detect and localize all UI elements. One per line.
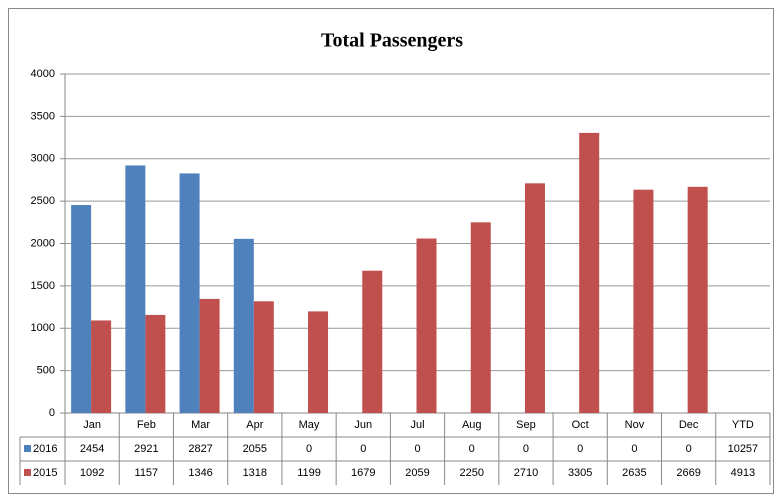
x-tick-label: Sep [516, 419, 536, 431]
x-tick-label: Feb [137, 419, 156, 431]
table-cell: 4913 [731, 467, 755, 479]
bar [524, 183, 545, 413]
table-cell: 1679 [351, 467, 375, 479]
table-cell: 0 [577, 443, 583, 455]
chart-border [8, 8, 774, 494]
x-tick-label: Jan [83, 419, 101, 431]
bar [470, 222, 491, 413]
table-cell: 0 [360, 443, 366, 455]
legend-swatch [24, 469, 31, 476]
table-cell: 2921 [134, 443, 158, 455]
bar [145, 314, 166, 413]
x-tick-label: May [299, 419, 320, 431]
y-tick-label: 2500 [31, 195, 55, 207]
table-cell: 10257 [728, 443, 759, 455]
bar [687, 186, 708, 413]
table-cell: 0 [523, 443, 529, 455]
bar [253, 301, 274, 413]
bar [233, 238, 254, 413]
y-tick-label: 0 [49, 407, 55, 419]
bar [179, 173, 200, 413]
table-cell: 0 [306, 443, 312, 455]
table-cell: 0 [631, 443, 637, 455]
table-cell: 2710 [514, 467, 538, 479]
x-tick-label: Mar [191, 419, 210, 431]
x-tick-label: YTD [732, 419, 754, 431]
bar [71, 205, 92, 413]
y-tick-label: 1500 [31, 280, 55, 292]
legend-swatch [24, 445, 31, 452]
table-cell: 2669 [676, 467, 700, 479]
y-tick-label: 4000 [31, 68, 55, 80]
table-cell: 2454 [80, 443, 104, 455]
x-tick-label: Dec [679, 419, 699, 431]
bar [125, 165, 146, 413]
y-tick-label: 3000 [31, 153, 55, 165]
x-tick-label: Oct [572, 419, 589, 431]
table-cell: 0 [686, 443, 692, 455]
x-tick-label: Aug [462, 419, 482, 431]
bar [362, 270, 383, 413]
table-cell: 2250 [459, 467, 483, 479]
table-cell: 2059 [405, 467, 429, 479]
x-tick-label: Jun [354, 419, 372, 431]
x-tick-label: Jul [410, 419, 424, 431]
table-cell: 2827 [188, 443, 212, 455]
bar [579, 132, 600, 413]
x-tick-label: Apr [246, 419, 263, 431]
table-cell: 1318 [243, 467, 267, 479]
bar [91, 320, 112, 413]
table-cell: 0 [414, 443, 420, 455]
table-cell: 2635 [622, 467, 646, 479]
table-cell: 1346 [188, 467, 212, 479]
bar [308, 311, 329, 413]
table-cell: 1199 [297, 467, 321, 479]
table-cell: 0 [469, 443, 475, 455]
table-cell: 2055 [243, 443, 267, 455]
legend-label: 2015 [33, 467, 57, 479]
table-cell: 1092 [80, 467, 104, 479]
y-tick-label: 1000 [31, 322, 55, 334]
bar [199, 298, 220, 413]
legend-label: 2016 [33, 443, 57, 455]
bar [416, 238, 437, 413]
table-cell: 1157 [135, 467, 159, 479]
bar [633, 189, 654, 413]
y-tick-label: 500 [37, 365, 55, 377]
chart-title: Total Passengers [321, 30, 463, 52]
table-cell: 3305 [568, 467, 592, 479]
x-tick-label: Nov [625, 419, 645, 431]
y-tick-label: 2000 [31, 237, 55, 249]
y-tick-label: 3500 [31, 110, 55, 122]
